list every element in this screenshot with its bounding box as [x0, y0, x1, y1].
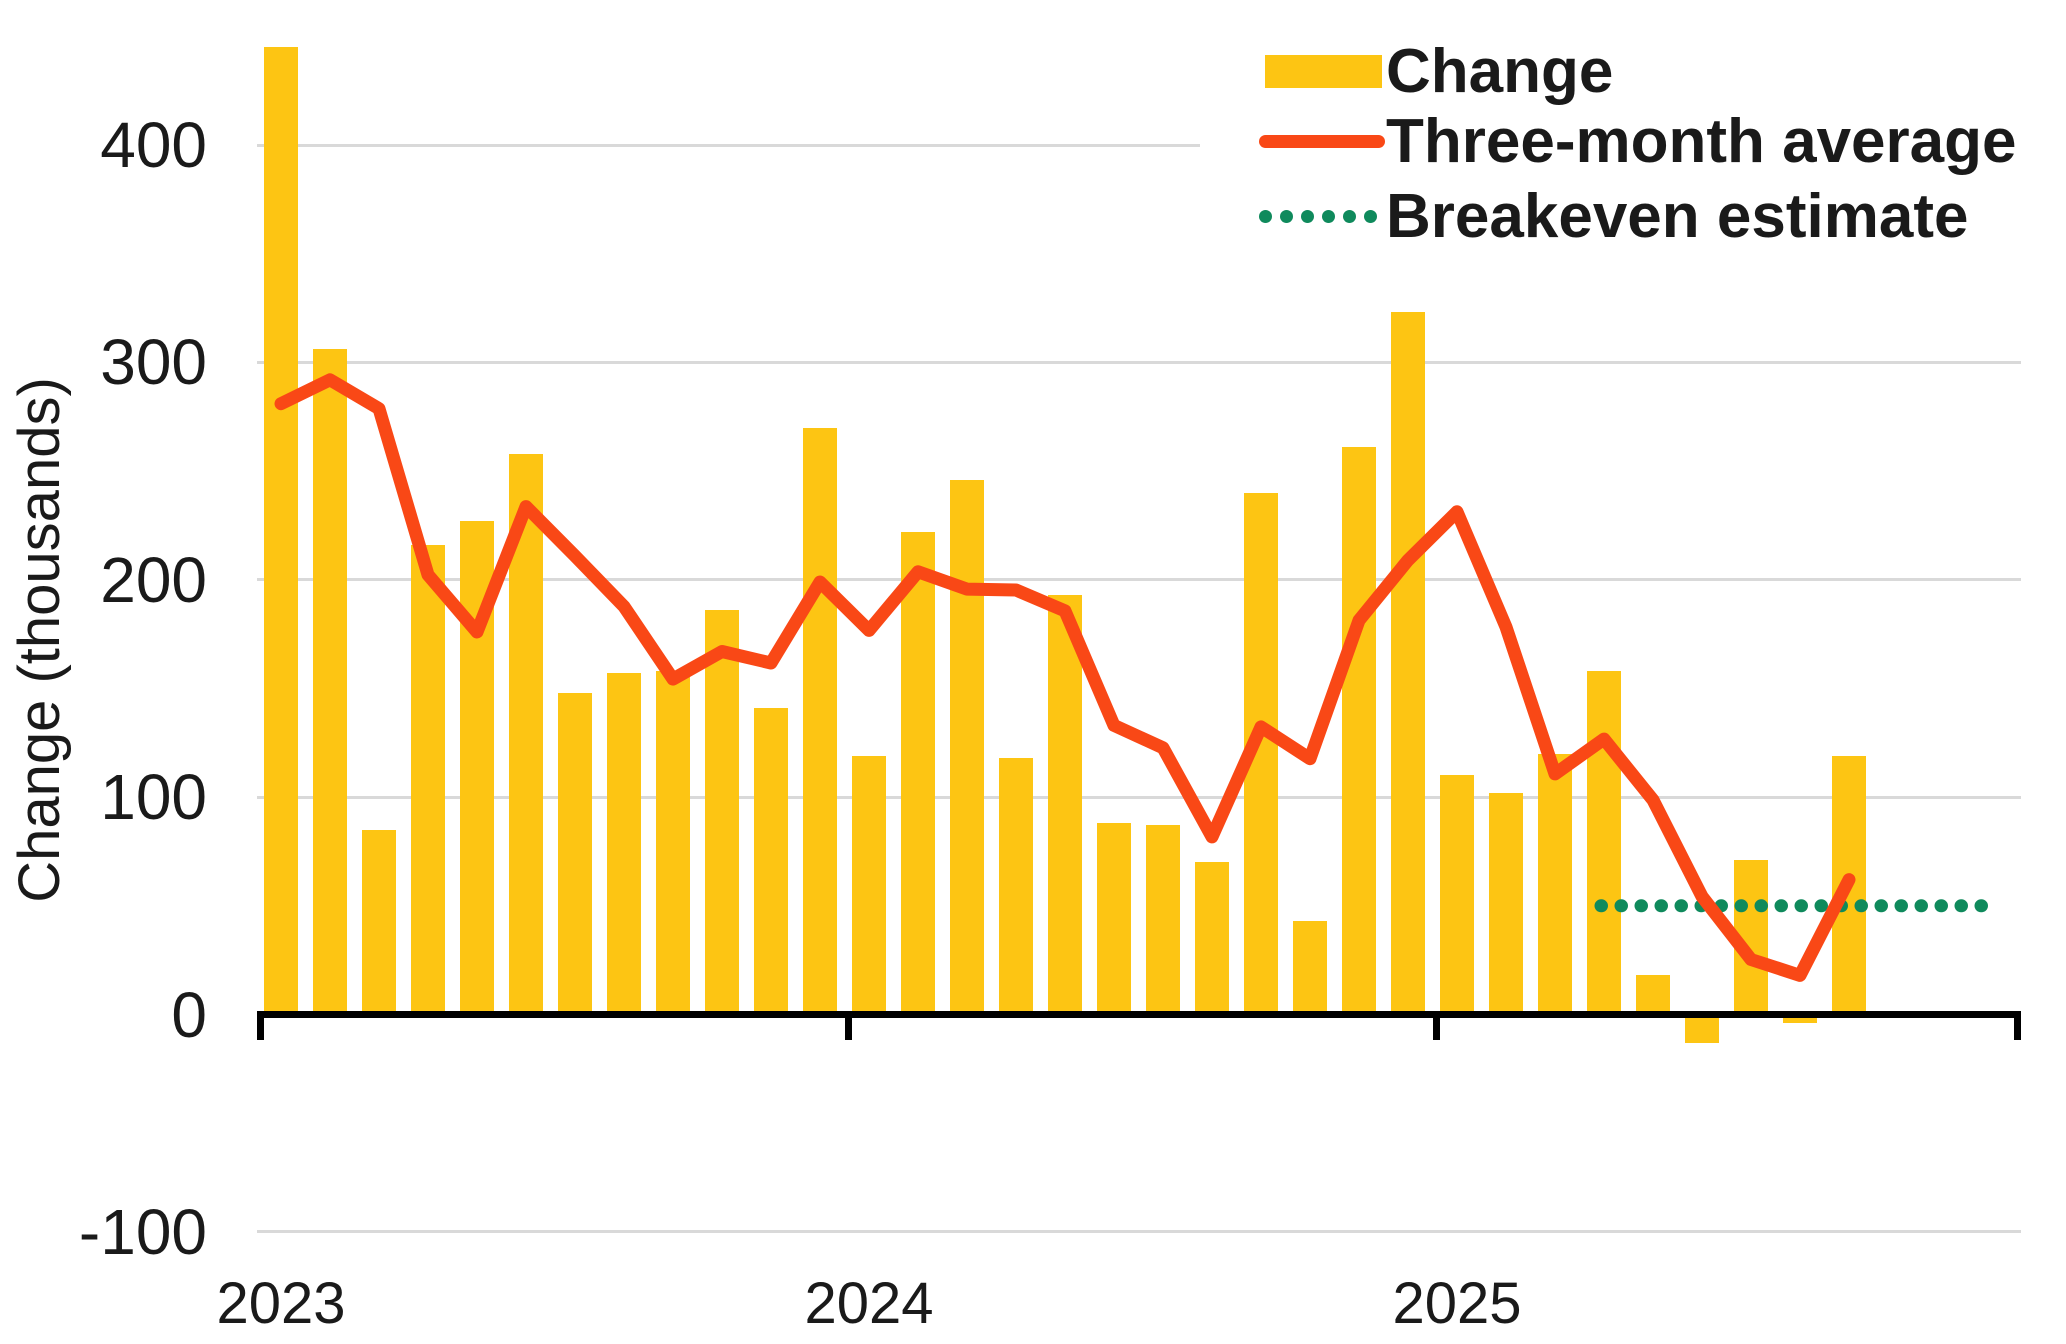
bar-Aug 2024: [1195, 862, 1229, 1015]
change-bar-swatch-icon: [1265, 54, 1382, 88]
legend-item-change: Change: [1200, 36, 2066, 106]
bar-Jun 2025: [1685, 1014, 1719, 1043]
bar-Aug 2025: [1783, 1014, 1817, 1024]
bar-Jun 2024: [1097, 823, 1131, 1015]
bar-Mar 2024: [950, 479, 984, 1015]
y-gridline-400: [256, 143, 2021, 147]
bar-Dec 2024: [1391, 312, 1425, 1015]
y-tick-label-0: 0: [171, 978, 207, 1051]
y-gridline--100: [256, 1230, 2021, 1234]
x-year-label-2025: 2025: [1392, 1271, 1522, 1336]
x-axis-year-tick: [844, 1014, 852, 1040]
y-axis-title: Change (thousands): [7, 377, 72, 903]
bar-Jul 2025: [1734, 860, 1768, 1015]
bar-Mar 2023: [362, 829, 396, 1015]
y-gridline-300: [256, 360, 2021, 364]
bar-Apr 2024: [999, 758, 1033, 1015]
bar-Jan 2025: [1440, 775, 1474, 1015]
x-year-label-2023: 2023: [216, 1271, 346, 1336]
bar-Jun 2023: [509, 453, 543, 1015]
x-axis-year-tick: [1432, 1014, 1440, 1040]
x-axis-line: [256, 1011, 2021, 1018]
x-axis-year-tick: [256, 1014, 264, 1040]
legend-item-three-month-average: Three-month average: [1200, 106, 2066, 176]
bar-Oct 2023: [705, 610, 739, 1015]
bar-Jul 2024: [1146, 825, 1180, 1015]
y-tick-label-100: 100: [100, 761, 207, 834]
bar-Aug 2023: [607, 673, 641, 1015]
legend-label-change: Change: [1386, 36, 1614, 106]
legend-label-three-month-average: Three-month average: [1386, 106, 2017, 176]
y-tick-label-200: 200: [100, 543, 207, 616]
three-month-average-line-swatch-icon: [1259, 134, 1385, 148]
bar-Mar 2025: [1538, 753, 1572, 1015]
bar-Feb 2025: [1489, 792, 1523, 1015]
x-axis-year-tick: [2013, 1014, 2021, 1040]
bar-Nov 2023: [754, 708, 788, 1015]
bar-Feb 2023: [313, 349, 347, 1015]
bar-Dec 2023: [803, 427, 837, 1015]
legend-item-breakeven: Breakeven estimate: [1200, 181, 2066, 251]
y-tick-label-300: 300: [100, 326, 207, 399]
legend: Change Three-month average Breakeven est…: [1200, 28, 2066, 256]
bar-Sep 2024: [1244, 492, 1278, 1015]
bar-May 2024: [1048, 595, 1082, 1015]
y-tick-label-400: 400: [100, 109, 207, 182]
bar-Sep 2023: [656, 671, 690, 1015]
bar-May 2025: [1636, 975, 1670, 1015]
bar-Feb 2024: [901, 531, 935, 1015]
x-year-label-2024: 2024: [804, 1271, 934, 1336]
bar-Apr 2023: [411, 545, 445, 1015]
bar-Oct 2024: [1293, 921, 1327, 1015]
y-tick-label--100: -100: [78, 1195, 207, 1268]
bar-Jan 2023: [264, 47, 298, 1015]
bar-Jul 2023: [558, 692, 592, 1015]
bar-Apr 2025: [1587, 671, 1621, 1015]
bar-Sep 2025: [1832, 755, 1866, 1015]
breakeven-dotted-line-swatch-icon: [1259, 209, 1377, 223]
bar-May 2023: [460, 521, 494, 1015]
legend-label-breakeven: Breakeven estimate: [1386, 181, 1969, 251]
bar-Jan 2024: [852, 755, 886, 1015]
bar-Nov 2024: [1342, 447, 1376, 1015]
